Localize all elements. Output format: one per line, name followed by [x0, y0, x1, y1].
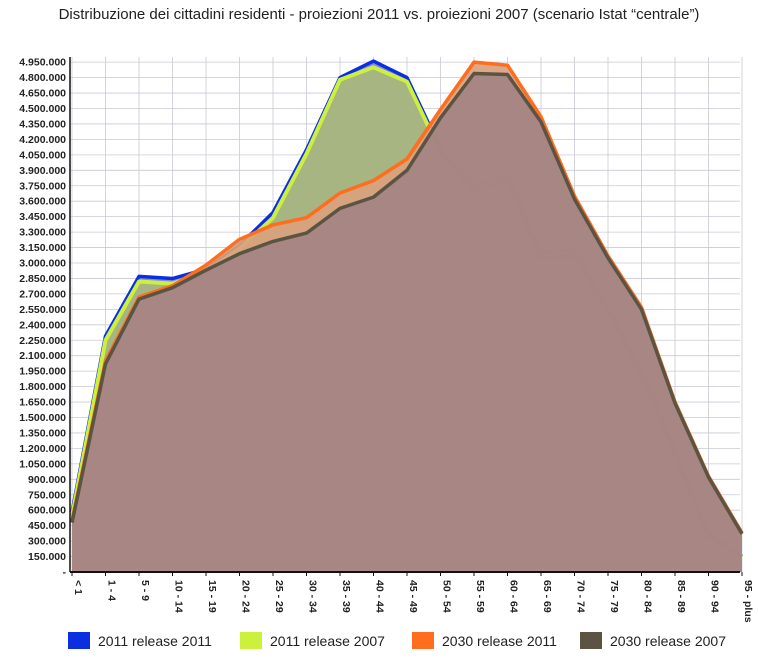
x-tick-label: 85 - 89	[675, 580, 687, 613]
legend-label: 2011 release 2011	[98, 632, 212, 649]
x-tick-label: 55 - 59	[474, 580, 486, 613]
x-tick-label: 75 - 79	[608, 580, 620, 613]
series-areas	[70, 59, 744, 573]
x-tick-label: 15 - 19	[206, 580, 218, 613]
legend-swatch	[240, 632, 262, 649]
series-line-4	[70, 71, 744, 535]
legend-swatch	[412, 632, 434, 649]
x-tick-label: 30 - 34	[307, 580, 319, 613]
x-tick-label: 50 - 54	[441, 580, 453, 613]
area-chart: 4.950.000 4.800.000 4.650.000 4.500.000 4.35…	[19, 57, 754, 623]
legend-item: 2030 release 2007	[580, 632, 726, 649]
y-tick-label: 1.200.000	[19, 443, 66, 455]
y-tick-labels: 4.950.000 4.800.000 4.650.000 4.500.000 4.35…	[19, 57, 66, 579]
y-tick-label: 2.700.000	[19, 288, 66, 300]
x-tick-label: 70 - 74	[575, 580, 587, 613]
y-tick-label: -	[63, 567, 67, 579]
y-tick-label: 1.650.000	[19, 397, 66, 409]
y-tick-label: 1.950.000	[19, 366, 66, 378]
y-tick-label: 150.000	[28, 551, 66, 563]
x-tick-label: 20 - 24	[240, 580, 252, 613]
x-tick-label: 80 - 84	[642, 580, 654, 613]
x-tick-labels: < 1 1 - 4 5 - 9 10 - 14 15 - 19 20 - 24 25 - 2…	[72, 580, 754, 623]
x-tick-label: 60 - 64	[508, 580, 520, 613]
x-tick-label: 1 - 4	[106, 580, 118, 601]
x-tick-label: 65 - 69	[541, 580, 553, 613]
y-tick-label: 4.050.000	[19, 149, 66, 161]
x-tick-label: 45 - 49	[407, 580, 419, 613]
y-tick-label: 600.000	[28, 505, 66, 517]
legend-item: 2030 release 2011	[412, 632, 557, 649]
legend-label: 2030 release 2011	[442, 632, 557, 649]
y-tick-label: 4.350.000	[19, 118, 66, 130]
y-tick-label: 4.950.000	[19, 57, 66, 69]
x-tick-label: 25 - 29	[273, 580, 285, 613]
y-tick-label: 1.500.000	[19, 412, 66, 424]
series-area-4	[72, 73, 742, 572]
y-tick-label: 3.150.000	[19, 242, 66, 254]
axes	[69, 57, 743, 576]
y-tick-label: 2.850.000	[19, 273, 66, 285]
y-tick-label: 4.500.000	[19, 103, 66, 115]
legend: 2011 release 2011 2011 release 2007 2030 r…	[0, 628, 758, 658]
y-tick-label: 1.800.000	[19, 381, 66, 393]
legend-item: 2011 release 2011	[68, 632, 212, 649]
x-tick-label: 40 - 44	[374, 580, 386, 613]
x-tick-label: 90 - 94	[709, 580, 721, 613]
y-tick-label: 2.550.000	[19, 304, 66, 316]
x-tick-label: 95 - plus	[742, 580, 754, 623]
y-tick-label: 750.000	[28, 489, 66, 501]
y-tick-label: 2.400.000	[19, 319, 66, 331]
y-tick-label: 900.000	[28, 474, 66, 486]
legend-label: 2030 release 2007	[610, 632, 726, 649]
y-tick-label: 3.600.000	[19, 196, 66, 208]
y-tick-label: 3.750.000	[19, 180, 66, 192]
x-tick-label: 35 - 39	[340, 580, 352, 613]
legend-item: 2011 release 2007	[240, 632, 385, 649]
y-tick-label: 3.450.000	[19, 211, 66, 223]
y-tick-label: 1.050.000	[19, 458, 66, 470]
y-tick-label: 1.350.000	[19, 427, 66, 439]
y-tick-label: 4.650.000	[19, 88, 66, 100]
x-tick-label: 10 - 14	[173, 580, 185, 613]
y-tick-label: 300.000	[28, 536, 66, 548]
chart-title: Distribuzione dei cittadini residenti - …	[58, 6, 700, 23]
y-tick-label: 3.300.000	[19, 227, 66, 239]
x-tick-label: 5 - 9	[139, 580, 151, 601]
y-tick-label: 3.000.000	[19, 258, 66, 270]
y-tick-label: 2.100.000	[19, 350, 66, 362]
legend-swatch	[580, 632, 602, 649]
y-tick-label: 3.900.000	[19, 165, 66, 177]
y-tick-label: 450.000	[28, 520, 66, 532]
x-tick-label: < 1	[72, 580, 84, 595]
legend-swatch	[68, 632, 90, 649]
y-tick-label: 4.200.000	[19, 134, 66, 146]
y-tick-label: 2.250.000	[19, 335, 66, 347]
y-tick-label: 4.800.000	[19, 72, 66, 84]
legend-label: 2011 release 2007	[270, 632, 385, 649]
